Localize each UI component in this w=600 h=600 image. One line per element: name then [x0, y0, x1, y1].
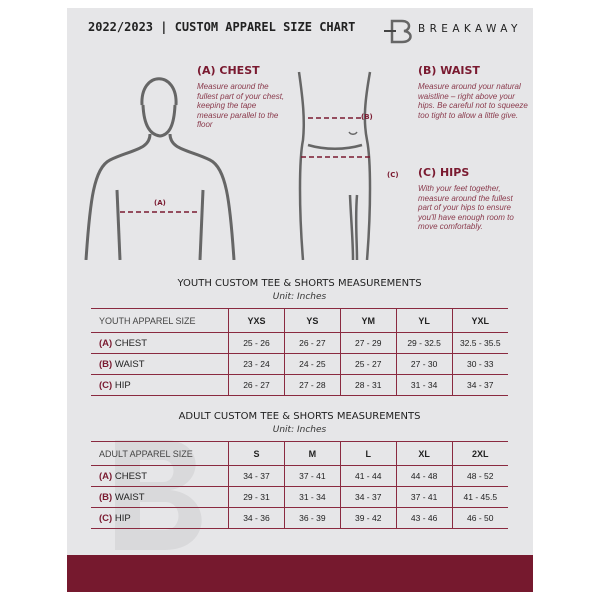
lower-body-figure-icon [297, 71, 372, 260]
header-cell: YL [395, 308, 453, 333]
row-label: (C) HIP [91, 507, 229, 529]
cell: 25 - 26 [228, 332, 285, 354]
cell: 26 - 27 [283, 332, 341, 354]
cell: 34 - 37 [228, 465, 285, 487]
cell: 24 - 25 [283, 353, 341, 375]
cell: 44 - 48 [395, 465, 453, 487]
cell: 39 - 42 [339, 507, 397, 529]
cell: 23 - 24 [228, 353, 285, 375]
footer-band [67, 555, 533, 592]
header-cell: S [228, 441, 285, 466]
table-row: (B) WAIST 23 - 24 24 - 25 25 - 27 27 - 30 30 … [91, 353, 508, 375]
brand-name: BREAKAWAY [418, 23, 522, 35]
row-label: (B) WAIST [91, 353, 229, 375]
cell: 48 - 52 [451, 465, 508, 487]
adult-size-table: ADULT APPAREL SIZE S M L XL 2XL (A) CHES… [91, 441, 508, 529]
cell: 27 - 28 [283, 374, 341, 396]
row-label: (A) CHEST [91, 465, 229, 487]
youth-size-table: YOUTH APPAREL SIZE YXS YS YM YL YXL (A) … [91, 308, 508, 396]
header-cell: YOUTH APPAREL SIZE [91, 308, 229, 333]
header-cell: M [283, 441, 341, 466]
table-row: (C) HIP 26 - 27 27 - 28 28 - 31 31 - 34 34 - … [91, 374, 508, 396]
hips-description: With your feet together, measure around … [418, 184, 514, 232]
cell: 25 - 27 [339, 353, 397, 375]
cell: 41 - 45.5 [451, 486, 508, 508]
youth-unit: Unit: Inches [272, 292, 327, 302]
cell: 32.5 - 35.5 [451, 332, 508, 354]
cell: 31 - 34 [395, 374, 453, 396]
cell: 37 - 41 [283, 465, 341, 487]
table-row: (A) CHEST 34 - 37 37 - 41 41 - 44 44 - 48 48 … [91, 465, 508, 487]
cell: 34 - 36 [228, 507, 285, 529]
waist-description: Measure around your natural waistline – … [418, 82, 528, 120]
row-label: (C) HIP [91, 374, 229, 396]
header-cell: 2XL [451, 441, 508, 466]
cell: 46 - 50 [451, 507, 508, 529]
waist-marker: (B) [361, 113, 373, 121]
table-row: (C) HIP 34 - 36 36 - 39 39 - 42 43 - 46 46 - … [91, 507, 508, 529]
upper-body-figure-icon [84, 77, 236, 260]
cell: 29 - 31 [228, 486, 285, 508]
cell: 36 - 39 [283, 507, 341, 529]
table-row: (B) WAIST 29 - 31 31 - 34 34 - 37 37 - 41 41 … [91, 486, 508, 508]
row-label: (B) WAIST [91, 486, 229, 508]
cell: 30 - 33 [451, 353, 508, 375]
cell: 29 - 32.5 [395, 332, 453, 354]
cell: 27 - 29 [339, 332, 397, 354]
header-cell: L [339, 441, 397, 466]
adult-section-title: ADULT CUSTOM TEE & SHORTS MEASUREMENTS [178, 411, 421, 422]
cell: 43 - 46 [395, 507, 453, 529]
table-header-row: ADULT APPAREL SIZE S M L XL 2XL [91, 441, 508, 466]
page-title: 2022/2023 | CUSTOM APPAREL SIZE CHART [88, 20, 356, 34]
cell: 28 - 31 [339, 374, 397, 396]
header-cell: YXL [451, 308, 508, 333]
chest-heading: (A) CHEST [197, 64, 260, 77]
adult-unit: Unit: Inches [272, 425, 327, 435]
header-cell: YXS [228, 308, 285, 333]
cell: 34 - 37 [339, 486, 397, 508]
youth-section-title: YOUTH CUSTOM TEE & SHORTS MEASUREMENTS [177, 278, 422, 289]
cell: 37 - 41 [395, 486, 453, 508]
row-label: (A) CHEST [91, 332, 229, 354]
cell: 34 - 37 [451, 374, 508, 396]
cell: 26 - 27 [228, 374, 285, 396]
header-cell: ADULT APPAREL SIZE [91, 441, 229, 466]
cell: 27 - 30 [395, 353, 453, 375]
chest-description: Measure around the fullest part of your … [197, 82, 285, 130]
cell: 31 - 34 [283, 486, 341, 508]
header-cell: YS [283, 308, 341, 333]
cell: 41 - 44 [339, 465, 397, 487]
table-row: (A) CHEST 25 - 26 26 - 27 27 - 29 29 - 32.5 3… [91, 332, 508, 354]
header-cell: XL [395, 441, 453, 466]
waist-heading: (B) WAIST [418, 64, 480, 77]
table-header-row: YOUTH APPAREL SIZE YXS YS YM YL YXL [91, 308, 508, 333]
hips-heading: (C) HIPS [418, 166, 470, 179]
header-cell: YM [339, 308, 397, 333]
breakaway-logo-icon [384, 19, 412, 44]
hips-marker: (C) [387, 171, 399, 179]
chest-marker: (A) [154, 199, 166, 207]
